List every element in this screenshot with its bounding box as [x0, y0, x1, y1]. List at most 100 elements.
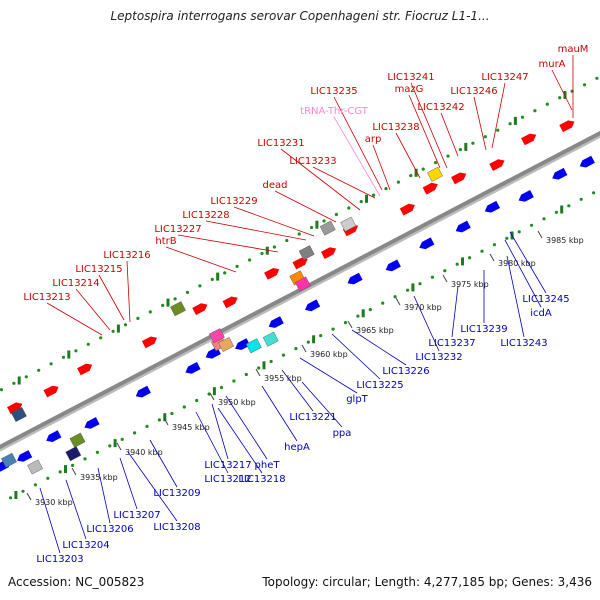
forward-gene-arrow: [489, 159, 505, 171]
upper-dot: [533, 109, 537, 113]
forward-gene-arrow: [141, 336, 157, 349]
map-title: Leptospira interrogans serovar Copenhage…: [110, 9, 490, 23]
forward-leader-line: [491, 82, 506, 149]
upper-dot: [471, 141, 475, 145]
forward-gene-arrow: [43, 385, 59, 398]
upper-dot: [210, 277, 214, 281]
forward-leader-line: [333, 116, 381, 197]
scale-tick-label: 3945 kbp: [172, 423, 210, 432]
feature-block: [262, 331, 279, 347]
forward-gene-label: arp: [365, 134, 382, 145]
upper-dot: [421, 167, 425, 171]
scale-tick-mark: [395, 297, 401, 306]
reverse-gene-arrow: [455, 220, 471, 233]
upper-dot: [99, 336, 103, 340]
forward-gene-arrow: [7, 402, 23, 415]
forward-gene-label: tRNA-Thr-CGT: [300, 106, 369, 117]
forward-leader-line: [126, 260, 131, 323]
reverse-gene-arrow: [347, 272, 363, 285]
forward-gene-label: LIC13241: [387, 72, 434, 83]
forward-gene-label: LIC13214: [52, 278, 99, 289]
forward-gene-arrow: [559, 120, 575, 133]
forward-gene-label: LIC13228: [182, 210, 229, 221]
feature-block: [427, 166, 443, 182]
upper-dot: [86, 342, 90, 346]
lower-dot: [232, 379, 236, 383]
forward-leader-line: [473, 96, 487, 151]
lower-dot: [592, 191, 596, 195]
reverse-gene-arrow: [419, 237, 435, 250]
forward-leader-line: [408, 94, 441, 169]
upper-dot: [49, 362, 53, 366]
lower-dot: [443, 269, 447, 273]
upper-dot: [396, 180, 400, 184]
upper-dot: [545, 102, 549, 106]
reverse-gene-label: hepA: [284, 442, 310, 453]
lower-dot: [455, 262, 459, 266]
upper-dot: [582, 83, 587, 87]
upper-dot: [161, 303, 165, 307]
lower-track-tick: [312, 335, 316, 344]
feature-block: [208, 328, 225, 344]
forward-leader-line: [75, 288, 111, 331]
feature-block: [69, 432, 86, 448]
forward-gene-arrow: [77, 363, 93, 376]
lower-dot: [108, 444, 112, 448]
forward-gene-label: murA: [538, 59, 565, 70]
reverse-gene-label: LIC13209: [153, 488, 200, 499]
upper-dot: [409, 174, 413, 178]
upper-dot: [37, 368, 41, 372]
lower-dot: [368, 308, 372, 312]
lower-dot: [567, 204, 571, 208]
scale-ticks: 3930 kbp 3935 kbp 3940 kbp 3945 kbp 3950 kbp…: [26, 230, 584, 507]
reverse-gene-label: glpT: [346, 394, 368, 405]
lower-dot: [71, 463, 75, 467]
reverse-gene-arrow: [235, 338, 251, 350]
lower-track-tick: [212, 387, 216, 396]
upper-track-tick: [365, 194, 368, 203]
reverse-gene-label: LIC13232: [415, 352, 462, 363]
upper-track-tick: [414, 168, 418, 177]
scale-tick-mark: [209, 392, 215, 401]
upper-dot: [235, 264, 239, 268]
forward-gene-label: LIC13238: [372, 122, 419, 133]
upper-dot: [223, 271, 227, 275]
reverse-leader-line: [413, 295, 440, 352]
upper-track-tick: [216, 272, 220, 281]
forward-gene-label: LIC13242: [417, 102, 464, 113]
upper-dot: [136, 316, 140, 320]
upper-track-tick: [563, 91, 567, 99]
upper-dot: [558, 96, 562, 100]
forward-leader-line: [233, 206, 315, 237]
forward-gene-arrow: [321, 247, 337, 259]
forward-leader-line: [46, 302, 103, 336]
lower-dot: [145, 424, 149, 428]
forward-gene-arrow: [451, 172, 467, 185]
gene-features: [0, 120, 595, 475]
upper-dot: [372, 193, 376, 197]
lower-dot: [58, 470, 62, 474]
lower-dot: [418, 282, 422, 286]
reverse-gene-label: ppa: [333, 428, 352, 439]
upper-dot: [322, 219, 326, 223]
reverse-leader-line: [149, 439, 178, 488]
reverse-leader-line: [299, 357, 358, 394]
lower-dot: [257, 366, 261, 370]
lower-dot: [505, 236, 509, 240]
forward-leader-line: [410, 82, 448, 169]
upper-dot: [446, 154, 450, 158]
lower-dot: [393, 295, 397, 299]
reverse-leader-line: [331, 333, 381, 380]
reverse-leader-line: [506, 255, 525, 338]
upper-dot: [198, 284, 202, 288]
upper-dot: [458, 148, 462, 152]
forward-leader-line: [312, 166, 376, 199]
reverse-leader-line: [281, 369, 314, 412]
feature-block: [245, 338, 262, 354]
lower-track-tick: [113, 439, 117, 448]
forward-gene-label: mauM: [558, 44, 589, 55]
upper-track-tick: [464, 142, 468, 151]
reverse-gene-label: LIC13245: [522, 294, 569, 305]
